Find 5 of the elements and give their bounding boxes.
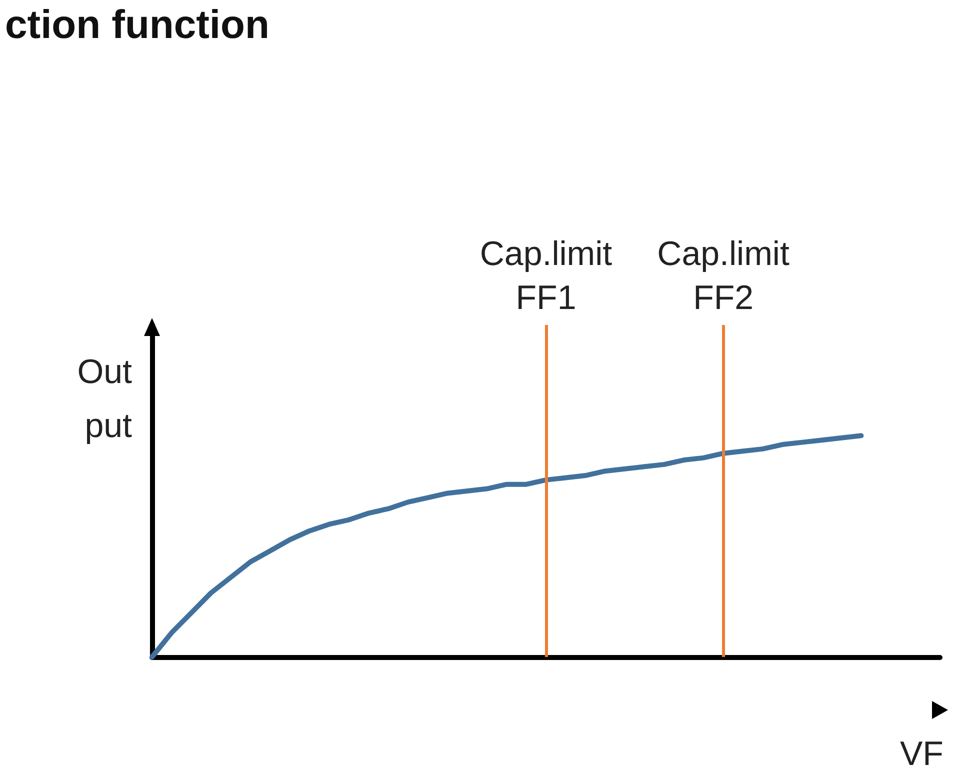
- x-axis-title: VF: [900, 735, 944, 771]
- y-axis-title: Out put: [77, 353, 133, 445]
- chart-title: ction function: [5, 3, 270, 47]
- text: Cap.limit FF2: [657, 235, 790, 317]
- text: Cap.limit FF1: [480, 235, 612, 317]
